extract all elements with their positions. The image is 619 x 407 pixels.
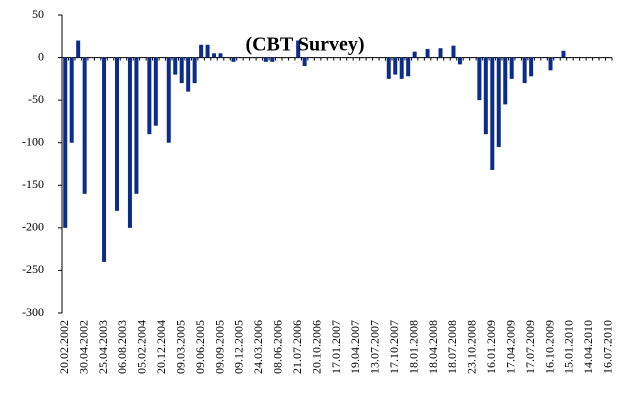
x-tick-label: 20.02.2002 bbox=[57, 320, 71, 374]
x-tick-label: 20.12.2004 bbox=[154, 320, 168, 374]
bar bbox=[231, 57, 236, 62]
chart-title: (CBT Survey) bbox=[245, 34, 364, 56]
x-tick-label: 16.01.2009 bbox=[484, 320, 498, 374]
bar bbox=[457, 57, 462, 65]
x-tick-label: 23.10.2008 bbox=[465, 320, 479, 374]
bar bbox=[509, 57, 514, 79]
y-tick-label: -250 bbox=[22, 262, 44, 276]
bar bbox=[173, 57, 178, 75]
x-tick-label: 18.04.2008 bbox=[426, 320, 440, 374]
bar bbox=[82, 57, 87, 194]
bar bbox=[134, 57, 139, 194]
x-tick-label: 17.01.2007 bbox=[329, 320, 343, 374]
bar bbox=[186, 57, 191, 92]
bar bbox=[548, 57, 553, 71]
bar bbox=[412, 51, 417, 58]
bar bbox=[192, 57, 197, 84]
bar bbox=[205, 44, 210, 58]
x-tick-label: 18.01.2008 bbox=[406, 320, 420, 374]
bar bbox=[147, 57, 152, 135]
x-tick-label: 16.10.2009 bbox=[542, 320, 556, 374]
x-tick-label: 24.03.2006 bbox=[251, 320, 265, 374]
x-tick-label: 17.07.2009 bbox=[523, 320, 537, 374]
bar bbox=[425, 49, 430, 58]
x-tick-label: 09.03.2005 bbox=[173, 320, 187, 374]
y-tick-label: -100 bbox=[22, 134, 44, 148]
bar bbox=[451, 45, 456, 58]
y-tick-label: -150 bbox=[22, 177, 44, 191]
bar bbox=[199, 44, 204, 58]
bar bbox=[522, 57, 527, 84]
y-tick-label: -50 bbox=[28, 92, 44, 106]
bar bbox=[270, 57, 275, 62]
bar bbox=[490, 57, 495, 170]
bar bbox=[153, 57, 158, 126]
bar bbox=[483, 57, 488, 135]
bar bbox=[496, 57, 501, 147]
x-tick-label: 19.04.2007 bbox=[348, 320, 362, 374]
bar bbox=[438, 48, 443, 58]
x-tick-label: 21.07.2006 bbox=[290, 320, 304, 374]
bar bbox=[166, 57, 171, 143]
x-tick-label: 18.07.2008 bbox=[445, 320, 459, 374]
bar bbox=[115, 57, 119, 211]
x-tick-label: 20.10.2006 bbox=[309, 320, 323, 374]
x-tick-label: 06.08.2003 bbox=[115, 320, 129, 374]
bar bbox=[76, 40, 81, 58]
x-tick-label: 09.09.2005 bbox=[212, 320, 226, 374]
x-tick-label: 30.04.2002 bbox=[76, 320, 90, 374]
bar bbox=[218, 53, 223, 58]
bar bbox=[393, 57, 398, 75]
bar bbox=[69, 57, 74, 143]
bar bbox=[179, 57, 184, 84]
bar bbox=[263, 57, 268, 62]
bar bbox=[529, 57, 534, 77]
x-tick-label: 09.12.2005 bbox=[232, 320, 246, 374]
x-tick-label: 14.04.2010 bbox=[581, 320, 595, 374]
y-tick-label: -300 bbox=[22, 305, 44, 319]
x-tick-label: 17.04.2009 bbox=[503, 320, 517, 374]
y-tick-label: 0 bbox=[38, 49, 44, 63]
x-tick-label: 16.07.2010 bbox=[601, 320, 615, 374]
bar bbox=[386, 57, 391, 79]
bar bbox=[127, 57, 132, 228]
bar bbox=[503, 57, 508, 105]
y-tick-label: 50 bbox=[32, 7, 44, 21]
x-tick-label: 05.02.2004 bbox=[135, 320, 149, 374]
bar bbox=[561, 50, 566, 58]
bar bbox=[302, 57, 307, 67]
x-tick-label: 08.06.2006 bbox=[271, 320, 285, 374]
x-tick-label: 09.06.2005 bbox=[193, 320, 207, 374]
bar bbox=[63, 57, 68, 228]
bar bbox=[406, 57, 411, 77]
x-tick-label: 13.07.2007 bbox=[368, 320, 382, 374]
y-tick-label: -200 bbox=[22, 220, 44, 234]
bar bbox=[296, 40, 301, 58]
bar bbox=[212, 53, 217, 58]
x-tick-label: 15.01.2010 bbox=[562, 320, 576, 374]
x-tick-label: 25.04.2003 bbox=[96, 320, 110, 374]
bar bbox=[102, 57, 107, 262]
bar bbox=[399, 57, 404, 79]
x-tick-label: 17.10.2007 bbox=[387, 320, 401, 374]
bar bbox=[477, 57, 482, 101]
